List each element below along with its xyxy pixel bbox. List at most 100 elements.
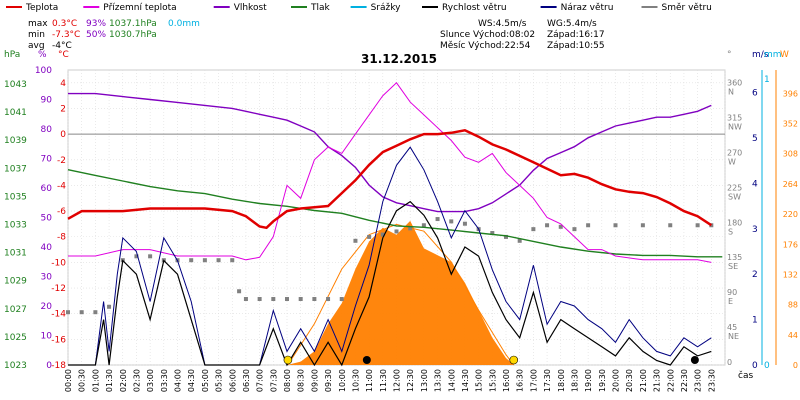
tick-pct-9: 10	[41, 332, 53, 342]
tick-x-25: 12:30	[406, 369, 415, 392]
x-axis-label: čas	[738, 370, 753, 381]
tick-hpa-6: 1031	[4, 249, 27, 259]
tick-w-0: 396	[783, 89, 798, 98]
tick-pct-3: 70	[41, 155, 53, 165]
series-wind-direction-point	[490, 231, 495, 236]
series-wind-direction-point	[462, 221, 467, 226]
tick-x-6: 03:00	[146, 369, 155, 392]
series-wind-direction-point	[230, 258, 235, 263]
axis-title-hpa: hPa	[4, 50, 20, 60]
tick-x-27: 13:30	[434, 369, 443, 392]
tick-degc-0: 4	[60, 79, 66, 89]
series-wind-direction-point	[367, 234, 372, 239]
series-wind-direction-point	[572, 227, 577, 232]
tick-x-32: 16:00	[502, 369, 511, 392]
tick-pct-6: 40	[41, 243, 53, 253]
tick-x-30: 15:00	[475, 369, 484, 392]
tick-pct-10: 0	[46, 361, 52, 371]
series-wind-direction-point	[257, 297, 262, 302]
stats-max-label: max	[28, 19, 48, 29]
tick-hpa-8: 1027	[4, 305, 27, 315]
tick-dirname-1: NW	[728, 122, 742, 131]
tick-x-46: 23:00	[694, 369, 703, 392]
tick-dir-7: 45	[727, 323, 737, 332]
tick-x-22: 11:00	[365, 369, 374, 392]
stats-max-temp: 0.3°C	[52, 19, 77, 29]
series-wind-direction-point	[339, 297, 344, 302]
tick-dir-4: 180	[727, 218, 742, 227]
tick-x-31: 15:30	[488, 369, 497, 392]
axis-title-ms: m/s	[752, 50, 769, 60]
series-wind-direction-point	[695, 223, 700, 228]
axis-title-w: W	[780, 50, 789, 60]
tick-ms-2: 4	[752, 179, 758, 189]
tick-x-45: 22:30	[680, 369, 689, 392]
series-wind-direction-point	[449, 219, 454, 224]
tick-x-12: 06:00	[228, 369, 237, 392]
tick-w-1: 352	[783, 120, 798, 129]
tick-w-3: 264	[783, 180, 798, 189]
stats-min-label: min	[28, 30, 45, 40]
tick-x-17: 08:30	[297, 369, 306, 392]
tick-dirname-0: N	[728, 88, 734, 97]
series-wind-gust	[68, 146, 712, 366]
legend-label-6: Náraz větru	[561, 3, 614, 13]
tick-dirname-5: SE	[728, 262, 738, 271]
tick-x-16: 08:00	[283, 369, 292, 392]
legend-label-4: Srážky	[371, 3, 402, 13]
series-wind-direction-point	[202, 258, 207, 263]
series-wind-direction-point	[421, 223, 426, 228]
stats-header: max 0.3°C 93% 1037.1hPa 0.0mm min -7.3°C…	[28, 19, 605, 51]
tick-x-5: 02:30	[132, 369, 141, 392]
tick-w-8: 44	[788, 331, 798, 340]
tick-degc-8: -12	[51, 284, 66, 294]
tick-x-18: 09:00	[310, 369, 319, 392]
tick-dir-3: 225	[727, 183, 742, 192]
stats-min-hum: 50%	[86, 30, 106, 40]
tick-x-1: 00:30	[78, 369, 87, 392]
tick-ms-3: 3	[752, 225, 758, 235]
plot-area	[66, 82, 723, 367]
tick-dirname-2: W	[728, 157, 736, 166]
tick-pct-7: 30	[41, 273, 53, 283]
tick-hpa-4: 1035	[4, 192, 27, 202]
tick-x-37: 18:30	[570, 369, 579, 392]
tick-hpa-10: 1023	[4, 361, 27, 371]
tick-dir-6: 90	[727, 288, 737, 297]
series-wind-direction-point	[66, 310, 70, 315]
tick-x-28: 14:00	[447, 369, 456, 392]
series-wind-direction-point	[93, 310, 98, 315]
tick-ms-6: 0	[752, 361, 758, 371]
tick-pct-0: 100	[35, 66, 52, 76]
tick-x-8: 04:00	[174, 369, 183, 392]
tick-x-26: 13:00	[420, 369, 429, 392]
tick-x-43: 21:30	[653, 369, 662, 392]
tick-w-4: 220	[783, 210, 798, 219]
tick-dirname-6: E	[728, 297, 733, 306]
tick-mm-1: 0	[764, 361, 770, 371]
series-wind-speed	[68, 200, 712, 367]
tick-dir-1: 315	[727, 113, 742, 122]
axis-title-dir: °	[727, 50, 732, 60]
info-sunset: Západ:16:17	[547, 30, 605, 40]
series-wind-direction-point	[107, 304, 112, 309]
tick-ms-1: 5	[752, 134, 758, 144]
series-wind-direction-point	[408, 226, 413, 231]
tick-pct-5: 50	[41, 214, 53, 224]
stats-avg-temp: -4°C	[52, 41, 72, 51]
tick-x-38: 19:00	[584, 369, 593, 392]
tick-dir-8: 0	[727, 358, 732, 367]
tick-x-47: 23:30	[707, 369, 716, 392]
tick-degc-6: -8	[57, 233, 66, 243]
info-moonrise: Měsíc Východ:22:54	[440, 41, 531, 51]
series-wind-direction-point	[134, 254, 139, 259]
tick-mm-0: 1	[764, 75, 770, 85]
tick-w-7: 88	[788, 301, 798, 310]
tick-x-41: 20:30	[625, 369, 634, 392]
series-wind-direction-point	[545, 223, 550, 228]
series-wind-direction-point	[271, 297, 276, 302]
tick-x-23: 11:30	[379, 369, 388, 392]
series-wind-direction-point	[79, 310, 84, 315]
tick-degc-1: 2	[60, 104, 66, 114]
